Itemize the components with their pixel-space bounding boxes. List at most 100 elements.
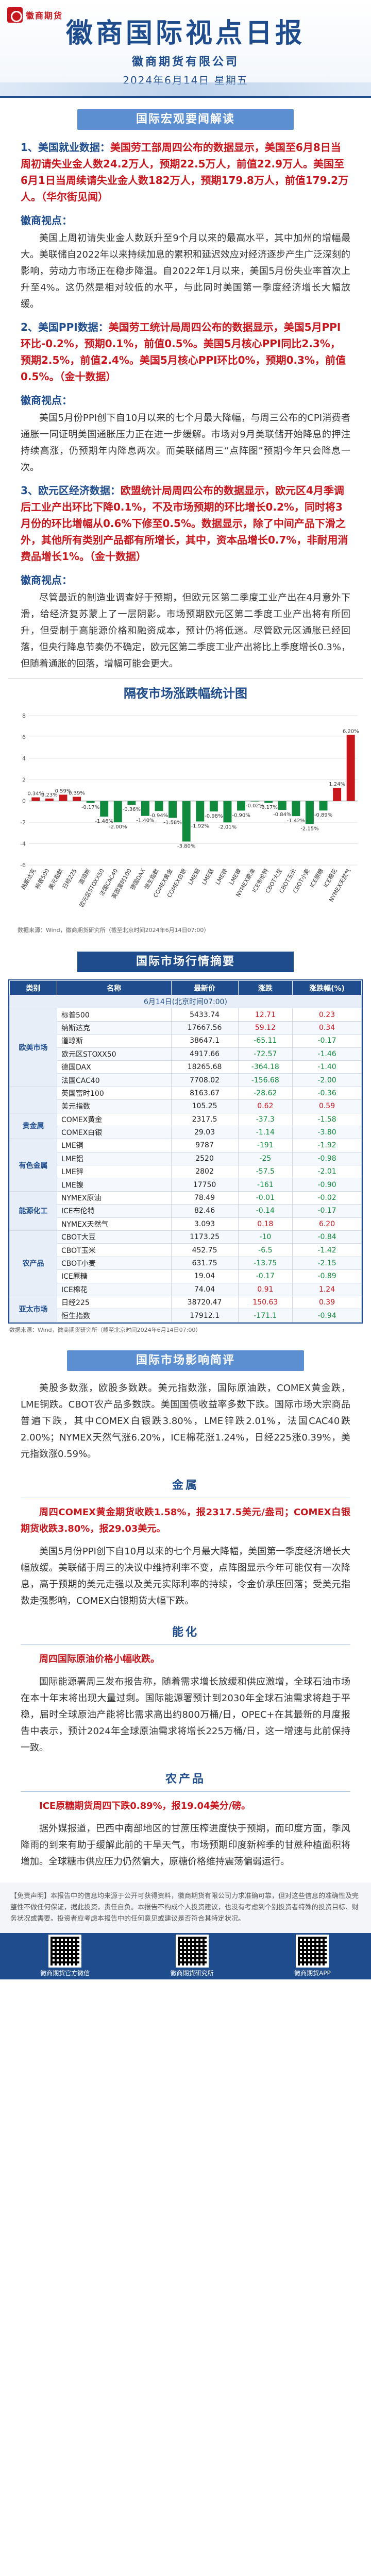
chart-y-tick-label: -4 xyxy=(20,841,26,848)
market-summary-table: 类别 名称 最新价 涨跌 涨跌幅(%) 6月14日(北京时间07:00) 欧美市… xyxy=(9,980,362,1323)
table-row: 农产品 CBOT大豆 1173.25 -10 -0.84 xyxy=(9,1230,362,1296)
table-name-cell: LME锌 xyxy=(57,1165,172,1179)
chart-y-tick-label: 4 xyxy=(22,755,26,762)
table-price-cell: 7708.02 xyxy=(171,1073,239,1087)
chart-bar xyxy=(127,801,136,805)
table-name-cell: LME铝 xyxy=(57,1151,172,1166)
chart-bar xyxy=(113,801,122,823)
chart-data-label: -2.00% xyxy=(109,824,127,830)
table-change-cell: -28.62 xyxy=(238,1086,293,1100)
chart-bar xyxy=(333,788,342,801)
table-change-cell: -37.3 xyxy=(238,1112,293,1126)
page: 徽商期货 徽商国际视点日报 徽商期货有限公司 2024年6月14日 星期五 国际… xyxy=(0,0,371,1979)
chart-data-label: -0.84% xyxy=(273,812,291,818)
qr-box: 徽商期货官方微信 xyxy=(40,1935,90,1977)
table-pct-cell: -0.90 xyxy=(292,1178,362,1192)
table-price-cell: 1173.25 xyxy=(171,1230,239,1244)
table-change-cell: -1.14 xyxy=(238,1125,293,1140)
table-row: LME铝 2520 -25 -0.98 xyxy=(10,1151,362,1166)
table-change-cell: -10 xyxy=(238,1230,293,1244)
header-wave-decoration xyxy=(0,82,371,96)
table-change-cell: -0.17 xyxy=(238,1269,293,1283)
table-row: 纳斯达克 17667.56 59.12 0.34 xyxy=(10,1021,362,1035)
chart-y-tick-label: 2 xyxy=(22,776,26,783)
chart-y-tick-label: -6 xyxy=(20,862,26,869)
table-price-cell: 74.04 xyxy=(171,1282,239,1296)
section-banner-effects: 国际市场影响简评 xyxy=(67,1350,304,1371)
table-header-name: 名称 xyxy=(57,980,172,995)
macro-item-comment-label: 徽商视点： xyxy=(21,214,72,227)
table-name-cell: COMEX黄金 xyxy=(57,1112,172,1126)
table-pct-cell: -1.42 xyxy=(292,1243,362,1257)
table-change-cell: -65.11 xyxy=(238,1034,293,1048)
table-price-cell: 105.25 xyxy=(171,1099,239,1113)
table-name-cell: 纳斯达克 xyxy=(57,1021,172,1035)
chart-data-label: 0.39% xyxy=(69,791,85,796)
effects-metal-headline: 周四COMEX黄金期货收跌1.58%，报2317.5美元/盎司；COMEX白银期… xyxy=(21,1506,350,1534)
chart-data-label: -2.15% xyxy=(300,826,318,832)
table-change-cell: -13.75 xyxy=(238,1256,293,1270)
qr-code-icon xyxy=(175,1935,209,1968)
table-change-cell: 59.12 xyxy=(238,1021,293,1035)
macro-item-lead: 3、欧元区经济数据： xyxy=(21,484,121,497)
qr-box: 徽商期货研究所 xyxy=(171,1935,214,1977)
table-name-cell: 欧元区STOXX50 xyxy=(57,1047,172,1061)
table-name-cell: NYMEX原油 xyxy=(57,1191,172,1205)
table-category-cell: 能源化工 xyxy=(9,1191,57,1231)
table-category-cell xyxy=(9,1086,57,1113)
chart-bar xyxy=(182,801,191,842)
table-row: 道琼斯 38647.1 -65.11 -0.17 xyxy=(10,1034,362,1048)
table-name-cell: 英国富时100 xyxy=(57,1086,172,1100)
table-row: CBOT玉米 452.75 -6.5 -1.42 xyxy=(10,1243,362,1257)
table-change-cell: -57.5 xyxy=(238,1165,293,1179)
table-change-cell: -156.68 xyxy=(238,1073,293,1087)
table-pct-cell: -3.80 xyxy=(292,1125,362,1140)
chart-bar xyxy=(168,801,177,818)
table-pct-cell: -0.17 xyxy=(292,1204,362,1218)
table-price-cell: 631.75 xyxy=(171,1256,239,1270)
table-category-cell: 欧美市场 xyxy=(9,1008,57,1087)
table-row: 亚太市场 日经225 38720.47 150.63 0.39 xyxy=(9,1295,362,1323)
table-row: COMEX白银 29.03 -1.14 -3.80 xyxy=(10,1125,362,1140)
chart-bar xyxy=(196,801,205,822)
footer-bar: 徽商期货官方微信 徽商期货研究所 徽商期货APP xyxy=(0,1933,371,1979)
market-table: 类别 名称 最新价 涨跌 涨跌幅(%) 6月14日(北京时间07:00) 欧美市… xyxy=(8,979,363,1324)
macro-item-comment: 尽管最近的制造业调查好于预期，但欧元区第二季度工业产出在4月意外下滑，给经济复苏… xyxy=(21,592,350,669)
chart-data-label: -0.17% xyxy=(260,805,278,810)
table-price-cell: 17667.56 xyxy=(171,1021,239,1035)
chart-bar xyxy=(292,801,300,817)
logo-text: 徽商期货 xyxy=(26,11,63,21)
chart-data-label: -0.02% xyxy=(246,803,264,809)
chart-data-label: -3.80% xyxy=(177,843,195,849)
chart-bar xyxy=(237,801,246,811)
table-name-cell: ICE原糖 xyxy=(57,1269,172,1283)
effects-content: 美股多数涨，欧股多数跌。美元指数涨，国际原油跌，COMEX黄金跌，LME铜跌。C… xyxy=(0,1380,371,1870)
table-pct-cell: 0.59 xyxy=(292,1099,362,1113)
chart-bar xyxy=(31,797,40,801)
table-change-cell: -0.01 xyxy=(238,1191,293,1205)
table-name-cell: LME镍 xyxy=(57,1178,172,1192)
macro-item-headline-text: 美国劳工部周四公布的数据显示，美国至6月8日当周初请失业金人数24.2万人，预期… xyxy=(21,141,349,203)
qr-label: 徽商期货APP xyxy=(294,1970,331,1977)
table-change-cell: 0.91 xyxy=(238,1282,293,1296)
table-name-cell: NYMEX天然气 xyxy=(57,1217,172,1231)
chart-data-label: 6.20% xyxy=(343,728,359,734)
chart-data-label: -1.42% xyxy=(287,818,305,824)
effects-overview: 美股多数涨，欧股多数跌。美元指数涨，国际原油跌，COMEX黄金跌，LME铜跌。C… xyxy=(21,1382,350,1460)
table-change-cell: -25 xyxy=(238,1151,293,1166)
table-row: 贵金属 COMEX黄金 2317.5 -37.3 -1.58 xyxy=(9,1112,362,1140)
table-pct-cell: 0.39 xyxy=(292,1295,362,1310)
table-price-cell: 5433.74 xyxy=(171,1008,239,1022)
table-pct-cell: -2.00 xyxy=(292,1073,362,1087)
table-change-cell: 150.63 xyxy=(238,1295,293,1310)
table-price-cell: 2520 xyxy=(171,1151,239,1166)
table-row: ICE原糖 19.04 -0.17 -0.89 xyxy=(10,1269,362,1283)
table-row: 欧美市场 标普500 5433.74 12.71 0.23 xyxy=(9,1008,362,1087)
macro-content: 1、美国就业数据：美国劳工部周四公布的数据显示，美国至6月8日当周初请失业金人数… xyxy=(0,139,371,672)
chart-data-label: -0.36% xyxy=(123,807,141,812)
table-row: ICE布伦特 82.46 -0.14 -0.17 xyxy=(10,1204,362,1218)
effects-energy-headline: 周四国际原油价格小幅收跌。 xyxy=(39,1653,160,1665)
table-category-cell: 有色金属 xyxy=(9,1139,57,1192)
logo-icon xyxy=(7,7,23,23)
table-price-cell: 82.46 xyxy=(171,1204,239,1218)
